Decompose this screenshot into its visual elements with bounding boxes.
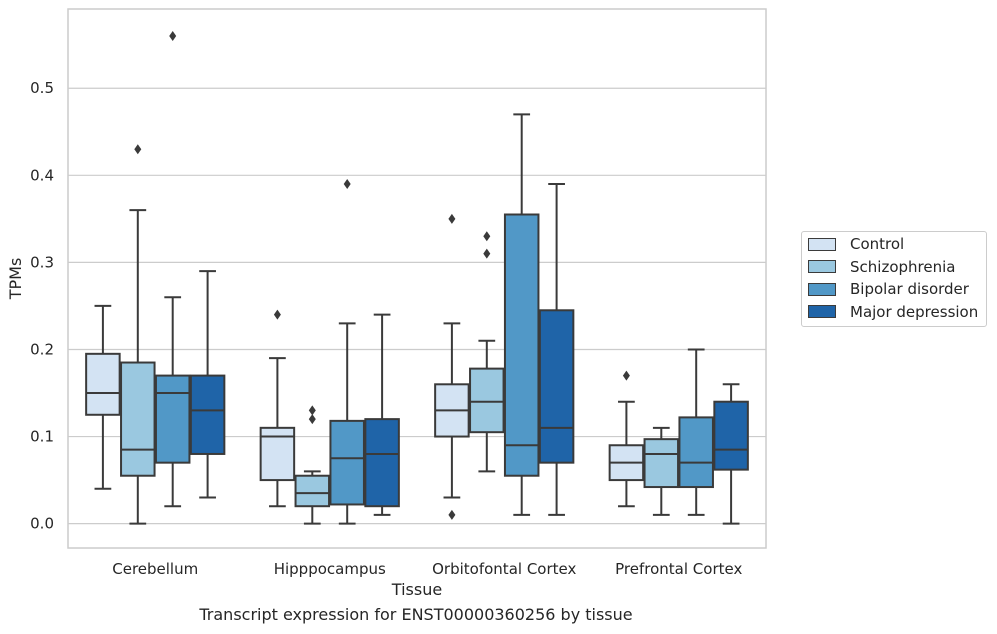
legend-swatch	[808, 237, 836, 251]
box-body	[294, 474, 331, 508]
y-tick-label: 0.5	[30, 79, 54, 97]
legend-item: Schizophrenia	[808, 257, 955, 277]
x-tick-label: Prefrontal Cortex	[615, 560, 742, 578]
legend-label: Control	[850, 235, 905, 253]
box-outlier	[448, 213, 456, 224]
y-tick-label: 0.4	[30, 166, 54, 184]
legend-label: Schizophrenia	[850, 257, 956, 276]
box-outlier	[483, 231, 491, 242]
box-body	[329, 419, 365, 506]
chart-caption: Transcript expression for ENST0000036025…	[199, 605, 633, 624]
box-body	[643, 438, 680, 489]
box-outlier	[308, 405, 316, 416]
x-tick-label: Cerebellum	[112, 560, 198, 578]
box-outlier	[308, 414, 316, 425]
box-body	[189, 374, 226, 455]
box-body	[713, 400, 749, 471]
box-outlier	[448, 509, 456, 520]
box-outlier	[273, 309, 281, 320]
legend-label: Bipolar disorder	[850, 280, 969, 298]
box-outlier	[622, 370, 630, 381]
legend-swatch	[808, 260, 836, 273]
y-tick-label: 0.0	[30, 515, 54, 533]
legend-item: Major depression	[808, 302, 978, 322]
box-body	[503, 213, 540, 477]
y-axis-label: TPMs	[6, 258, 25, 301]
plot-frame	[67, 8, 767, 549]
box-body	[469, 367, 505, 434]
box-body	[85, 352, 121, 416]
box-outlier	[169, 30, 177, 41]
box-body	[678, 416, 714, 489]
x-tick-label: Hipppocampus	[274, 560, 386, 578]
x-axis-label: Tissue	[391, 580, 442, 599]
box-body	[120, 361, 156, 477]
box-body	[154, 374, 191, 464]
box-body	[538, 309, 575, 464]
box-body	[364, 418, 400, 508]
legend-swatch	[808, 282, 836, 296]
legend-label: Major depression	[850, 302, 979, 321]
y-tick-label: 0.2	[30, 340, 54, 358]
box-outlier	[483, 248, 491, 259]
y-tick-label: 0.1	[30, 428, 54, 446]
box-outlier	[343, 179, 351, 190]
x-tick-label: Orbitofontal Cortex	[432, 560, 576, 578]
legend-item: Bipolar disorder	[808, 279, 969, 299]
legend-item: Control	[808, 234, 904, 254]
y-tick-label: 0.3	[30, 253, 54, 271]
box-outlier	[134, 144, 142, 155]
legend: Control Schizophrenia Bipolar disorder Majo…	[801, 231, 987, 327]
legend-swatch	[808, 305, 836, 318]
